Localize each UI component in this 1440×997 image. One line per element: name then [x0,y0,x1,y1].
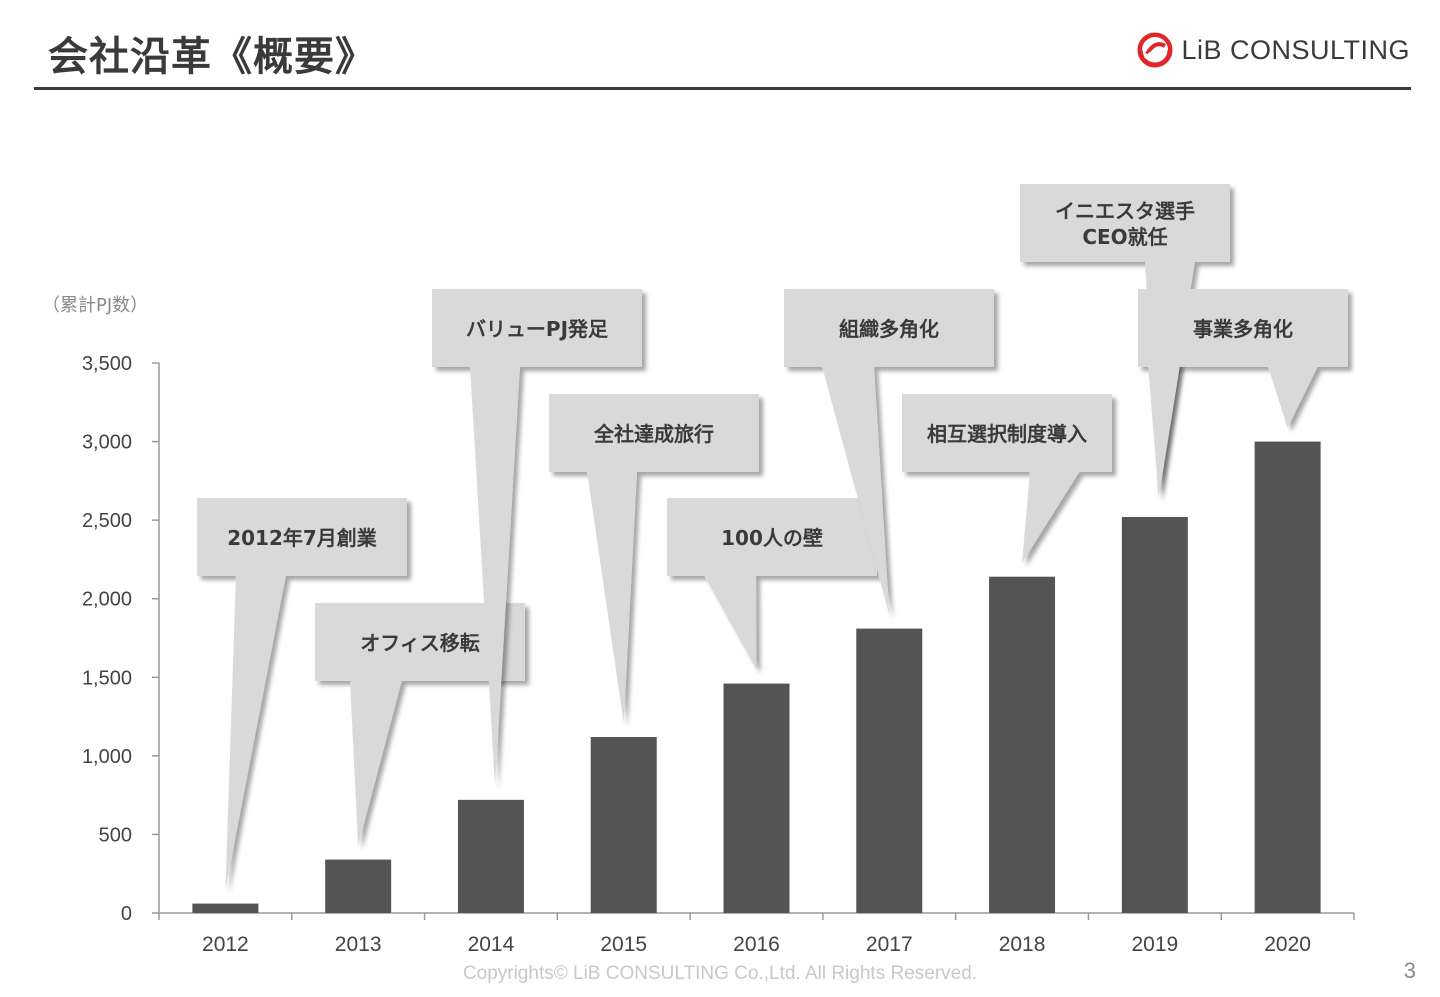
bar-2014 [457,799,524,913]
copyright-text: Copyrights© LiB CONSULTING Co.,Ltd. All … [462,963,978,984]
logo-text: LiB CONSULTING [1181,34,1410,65]
logo-mark-icon [1137,32,1173,68]
x-tick-label: 2018 [999,933,1046,956]
callout-text: 組織多角化 [839,317,939,341]
bar-2015 [590,737,657,913]
x-tick-label: 2014 [468,933,515,956]
callout-text: 100人の壁 [721,526,823,550]
bar-2016 [723,683,790,913]
callout-text: 事業多角化 [1193,317,1293,341]
callout-text: 2012年7月創業 [227,526,378,550]
y-tick-label: 3,000 [82,432,132,454]
page-number: 3 [1403,958,1416,983]
bar-2020 [1254,441,1321,913]
callout-box [549,394,759,472]
callout-2014 [432,289,642,786]
callout-tail [1268,366,1318,428]
callout-2020 [1138,289,1348,428]
callout-box [667,498,877,576]
callout-2012 [197,498,407,890]
callout-box [1020,184,1230,262]
callout-text: イニエスタ選手 [1055,199,1195,223]
callout-box [902,394,1112,472]
callout-2015 [549,394,759,723]
x-tick-label: 2017 [866,933,913,956]
x-tick-label: 2020 [1264,933,1311,956]
callout-text: CEO就任 [1082,225,1167,249]
y-tick-label: 1,500 [82,667,132,689]
callout-tail [704,575,757,670]
callout-box [1138,289,1348,367]
bar-2012 [192,903,259,913]
y-tick-label: 0 [121,903,132,925]
callout-tail-2019-bar [1148,365,1180,497]
bar-2017 [856,628,923,913]
x-tick-label: 2015 [600,933,647,956]
page-title: 会社沿革《概要》 [48,34,376,80]
x-tick-label: 2013 [335,933,382,956]
callout-tail [822,366,890,615]
y-tick-label: 2,500 [82,510,132,532]
bar-2013 [325,859,392,913]
callout-text: オフィス移転 [360,631,480,655]
bar-2019 [1121,517,1188,913]
callout-tail [587,471,637,723]
callout-box [432,289,642,367]
callout-text: 全社達成旅行 [593,422,714,446]
callout-2018 [902,394,1112,563]
callout-box [784,289,994,367]
callout-text: 相互選択制度導入 [927,422,1087,446]
x-tick-label: 2016 [733,933,780,956]
callout-tail [1022,471,1080,563]
x-tick-label: 2012 [202,933,249,956]
y-tick-label: 2,000 [82,589,132,611]
y-tick-label: 3,500 [82,353,132,375]
bar-2018 [989,576,1056,913]
callout-2016 [667,498,877,670]
y-axis-label: （累計PJ数） [42,295,148,316]
callout-tail [225,575,286,890]
title-underline [34,87,1411,90]
callout-tail [350,680,402,846]
x-tick-label: 2019 [1131,933,1178,956]
y-tick-label: 1,000 [82,746,132,768]
callout-2017 [784,289,994,615]
y-tick-label: 500 [99,824,132,846]
callout-text: バリューPJ発足 [466,317,609,341]
company-logo: LiB CONSULTING [1137,30,1410,70]
callout-box [197,498,407,576]
callout-tail [470,366,520,786]
